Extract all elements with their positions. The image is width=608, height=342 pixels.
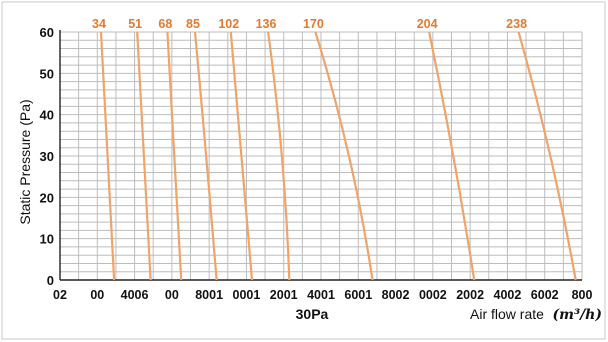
curve-label-136: 136 (256, 17, 277, 31)
y-tick-label: 10 (40, 232, 54, 247)
fan-curve-170 (314, 31, 374, 281)
y-tick-label: 0 (47, 273, 54, 288)
x-tick-label: 00 (165, 288, 179, 302)
curve-label-102: 102 (218, 17, 239, 31)
fan-curve-136 (267, 31, 291, 281)
x-tick-label: 2001 (270, 288, 298, 302)
x-axis-title: Air flow rate (470, 306, 544, 322)
fan-curve-238 (517, 31, 577, 281)
y-tick-label: 20 (40, 190, 54, 205)
y-tick-label: 60 (40, 25, 54, 40)
x-tick-label: 8002 (382, 288, 410, 302)
curve-label-68: 68 (158, 17, 172, 31)
fan-curve-68 (166, 31, 183, 281)
curve-label-204: 204 (417, 17, 438, 31)
fan-curve-85 (193, 31, 218, 281)
x-tick-label: 4006 (121, 288, 149, 302)
footer-label: 30Pa (296, 306, 329, 322)
x-tick-label: 0002 (419, 288, 447, 302)
fan-curve-51 (136, 31, 152, 281)
x-tick-label: 8001 (195, 288, 223, 302)
x-tick-label: 4001 (307, 288, 335, 302)
x-tick-label: 4002 (494, 288, 522, 302)
x-tick-label: 6002 (531, 288, 559, 302)
label-layer: 34 51 68 85 102 136 170 204 238 (92, 17, 527, 31)
fan-curve-102 (229, 31, 254, 281)
curve-label-51: 51 (128, 17, 142, 31)
x-tick-label: 2002 (456, 288, 484, 302)
x-tick-label: 00 (90, 288, 104, 302)
x-axis-unit: (m³/h) (553, 307, 603, 323)
y-axis-title: Static Pressure (Pa) (17, 99, 33, 224)
x-tick-label: 6001 (344, 288, 372, 302)
fan-curve-34 (99, 31, 116, 281)
x-tick-label: 0001 (233, 288, 261, 302)
y-tick-label: 50 (40, 66, 54, 81)
x-tick-label: 800 (572, 288, 593, 302)
curve-label-238: 238 (506, 17, 527, 31)
fan-curve-204 (428, 31, 476, 281)
curve-label-170: 170 (303, 17, 324, 31)
y-tick-label: 40 (40, 108, 54, 123)
curve-label-34: 34 (92, 17, 106, 31)
curve-label-85: 85 (186, 17, 200, 31)
y-tick-label: 30 (40, 149, 54, 164)
curve-layer (99, 31, 577, 281)
x-tick-label: 02 (53, 288, 67, 302)
